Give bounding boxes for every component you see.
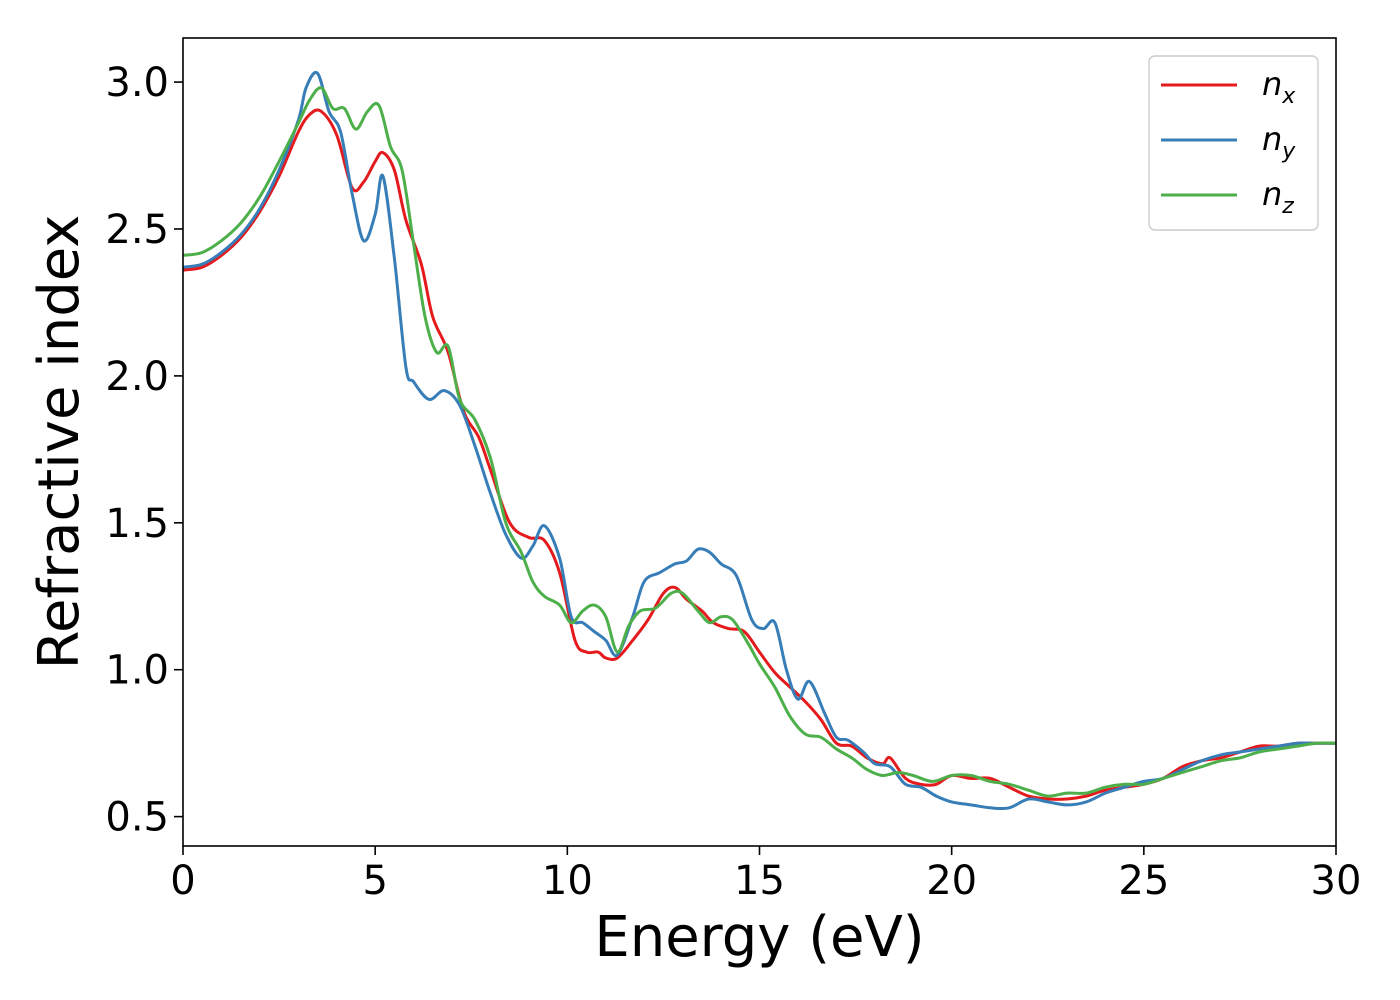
x-tick-label: 0 <box>170 858 195 904</box>
series-layer <box>183 70 1336 811</box>
y-tick-label: 2.5 <box>105 207 169 253</box>
x-tick-label: 30 <box>1311 858 1362 904</box>
legend: nx ny nz <box>1148 55 1319 231</box>
y-tick-label: 2.0 <box>105 354 169 400</box>
legend-label-z: nz <box>1262 175 1294 219</box>
series-line-x <box>183 108 1336 801</box>
y-axis-label: Refractive index <box>27 215 92 670</box>
series-line-y <box>183 70 1336 811</box>
y-tick-label: 0.5 <box>105 795 169 841</box>
series-line-z <box>183 86 1336 798</box>
x-tick-label: 15 <box>734 858 785 904</box>
y-tick-label: 3.0 <box>105 60 169 106</box>
legend-label-x: nx <box>1262 65 1296 109</box>
x-tick-label: 20 <box>926 858 977 904</box>
y-tick-label: 1.5 <box>105 501 169 547</box>
x-tick-label: 10 <box>542 858 593 904</box>
x-tick-label: 5 <box>362 858 387 904</box>
x-tick-label: 25 <box>1118 858 1169 904</box>
x-axis: 0 5 10 15 20 25 30 <box>170 846 1361 904</box>
legend-box <box>1148 55 1319 231</box>
legend-label-y: ny <box>1262 120 1296 164</box>
y-axis: 0.5 1.0 1.5 2.0 2.5 3.0 <box>105 60 183 841</box>
x-axis-label: Energy (eV) <box>594 905 924 970</box>
y-tick-label: 1.0 <box>105 648 169 694</box>
